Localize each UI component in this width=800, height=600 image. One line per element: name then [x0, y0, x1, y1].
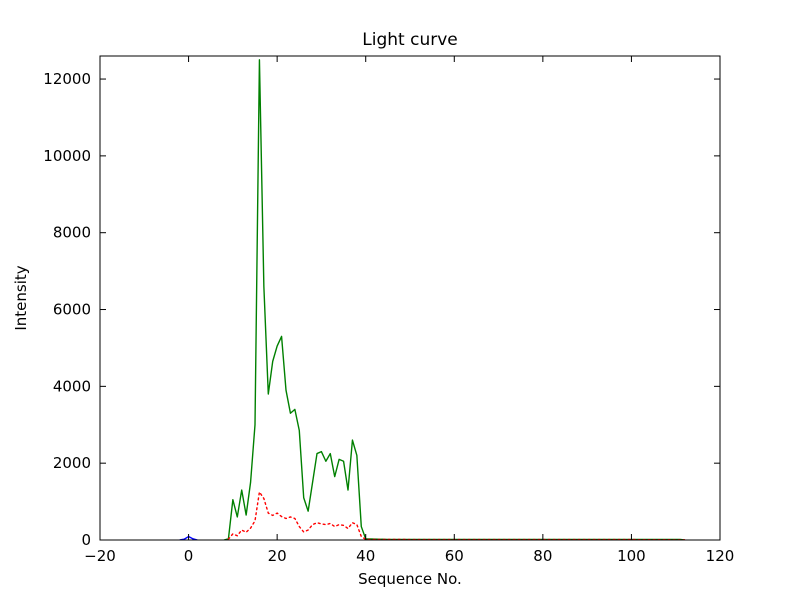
- x-tick-label: 40: [356, 547, 375, 565]
- x-tick-label: −20: [84, 547, 116, 565]
- y-tick-label: 0: [81, 531, 91, 549]
- x-tick-label: 100: [617, 547, 646, 565]
- y-tick-label: 12000: [43, 70, 91, 88]
- chart-title: Light curve: [362, 30, 457, 50]
- x-tick-label: 60: [445, 547, 464, 565]
- x-tick-label: 20: [268, 547, 287, 565]
- x-tick-label: 120: [706, 547, 735, 565]
- y-tick-label: 6000: [53, 301, 91, 319]
- x-axis-label: Sequence No.: [358, 570, 462, 588]
- y-tick-label: 10000: [43, 147, 91, 165]
- series-green-solid-curve: [223, 59, 685, 540]
- x-tick-label: 0: [184, 547, 194, 565]
- series-red-dotted-curve: [227, 491, 686, 540]
- y-tick-label: 8000: [53, 224, 91, 242]
- y-tick-label: 2000: [53, 454, 91, 472]
- axes-frame: [99, 55, 721, 541]
- y-tick-label: 4000: [53, 377, 91, 395]
- x-tick-label: 80: [533, 547, 552, 565]
- y-axis-label: Intensity: [12, 265, 30, 330]
